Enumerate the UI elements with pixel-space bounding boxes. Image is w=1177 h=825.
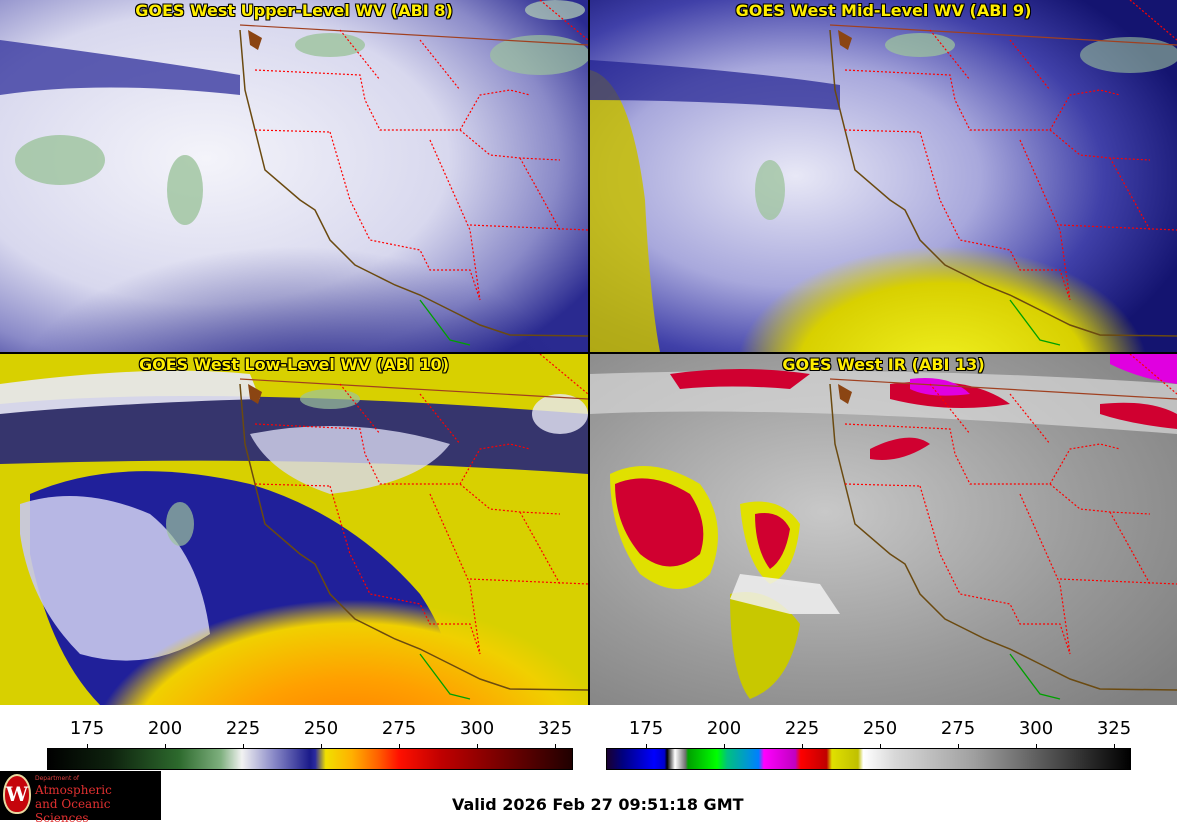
logo-line-2: and Oceanic Sciences bbox=[35, 797, 111, 825]
upper-level-wv-image bbox=[0, 0, 588, 352]
colorbar-tick-label: 275 bbox=[940, 718, 976, 739]
colorbar-tick bbox=[880, 744, 881, 748]
aos-logo[interactable]: W Department of Atmospheric and Oceanic … bbox=[0, 771, 161, 825]
uw-seal-icon: W bbox=[3, 774, 31, 814]
colorbar-ir bbox=[606, 748, 1131, 770]
horizontal-divider bbox=[0, 352, 1177, 354]
colorbar-tick bbox=[1114, 744, 1115, 748]
colorbar-tick-label: 300 bbox=[459, 718, 495, 739]
colorbar-tick-label: 300 bbox=[1018, 718, 1054, 739]
valid-time: Valid 2026 Feb 27 09:51:18 GMT bbox=[452, 795, 744, 814]
colorbar-tick-label: 225 bbox=[225, 718, 261, 739]
colorbar-tick bbox=[958, 744, 959, 748]
colorbar-tick-label: 250 bbox=[303, 718, 339, 739]
colorbar-tick bbox=[243, 744, 244, 748]
colorbar-tick bbox=[321, 744, 322, 748]
panel-upper-level-wv: GOES West Upper-Level WV (ABI 8) bbox=[0, 0, 588, 352]
colorbar-wv bbox=[47, 748, 573, 770]
colorbar-tick-label: 175 bbox=[628, 718, 664, 739]
colorbar-tick-label: 200 bbox=[706, 718, 742, 739]
colorbar-tick-label: 225 bbox=[784, 718, 820, 739]
colorbar-tick bbox=[399, 744, 400, 748]
colorbar-tick-label: 250 bbox=[862, 718, 898, 739]
colorbar-tick-label: 275 bbox=[381, 718, 417, 739]
mid-level-wv-image bbox=[590, 0, 1177, 352]
low-level-wv-image bbox=[0, 354, 588, 705]
logo-dept-text: Department of bbox=[35, 775, 79, 782]
colorbar-tick bbox=[802, 744, 803, 748]
logo-line-1: Atmospheric bbox=[35, 783, 112, 797]
panel-ir: GOES West IR (ABI 13) bbox=[590, 354, 1177, 705]
colorbar-tick-label: 325 bbox=[537, 718, 573, 739]
colorbar-tick bbox=[1036, 744, 1037, 748]
colorbar-tick bbox=[724, 744, 725, 748]
colorbar-tick-label: 175 bbox=[69, 718, 105, 739]
colorbar-tick-label: 200 bbox=[147, 718, 183, 739]
colorbar-tick bbox=[555, 744, 556, 748]
panel-mid-level-wv: GOES West Mid-Level WV (ABI 9) bbox=[590, 0, 1177, 352]
colorbar-tick bbox=[477, 744, 478, 748]
colorbar-tick bbox=[646, 744, 647, 748]
panel-low-level-wv: GOES West Low-Level WV (ABI 10) bbox=[0, 354, 588, 705]
colorbar-tick bbox=[165, 744, 166, 748]
ir-image bbox=[590, 354, 1177, 705]
colorbar-tick-label: 325 bbox=[1096, 718, 1132, 739]
colorbar-tick bbox=[87, 744, 88, 748]
